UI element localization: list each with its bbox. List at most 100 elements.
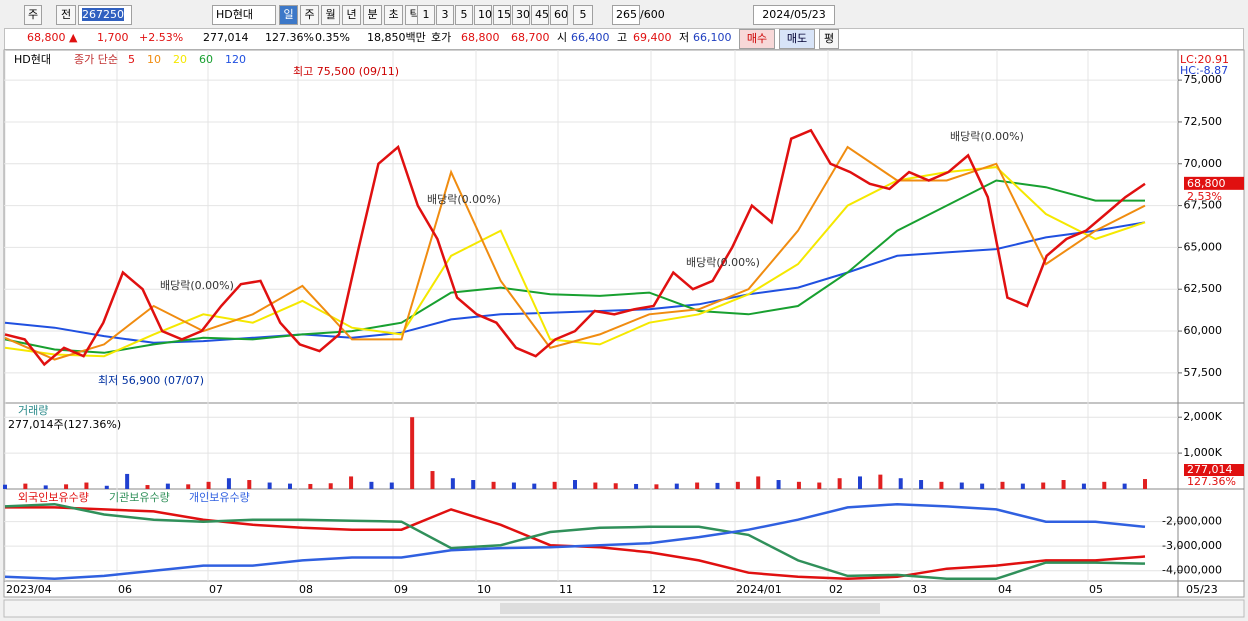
panel-info: 277,014주(127.36%) bbox=[8, 418, 121, 431]
legend: 종가 단순 bbox=[74, 53, 118, 66]
low: 66,100 bbox=[693, 31, 732, 44]
volume-bar bbox=[715, 482, 720, 489]
volume-bar bbox=[328, 483, 333, 489]
x-current: 05/23 bbox=[1186, 583, 1218, 596]
volume-bar bbox=[1081, 483, 1086, 489]
volume-bar bbox=[1000, 481, 1005, 489]
volume-bar bbox=[532, 483, 537, 489]
high-label: 고 bbox=[617, 31, 628, 44]
buy-button[interactable]: 매수 bbox=[739, 29, 775, 49]
volume-bar bbox=[43, 485, 48, 489]
legend-entry: 60 bbox=[199, 53, 213, 66]
interval-button[interactable]: 년 bbox=[342, 5, 361, 25]
open: 66,400 bbox=[571, 31, 610, 44]
period[interactable]: 주 bbox=[24, 5, 42, 25]
volume-bar bbox=[125, 473, 130, 489]
volume-bar bbox=[735, 481, 740, 489]
volume-bar bbox=[980, 483, 985, 489]
y-tick-label: 1,000K bbox=[1183, 446, 1222, 459]
x-tick-label: 05 bbox=[1089, 583, 1103, 596]
volume-bar bbox=[206, 481, 211, 489]
volume-bar bbox=[308, 483, 313, 489]
series-line bbox=[4, 221, 1146, 344]
volume-tag-rate: 127.36% bbox=[1187, 475, 1236, 488]
interval-button[interactable]: 월 bbox=[321, 5, 340, 25]
series-line bbox=[5, 506, 1146, 581]
shown[interactable]: 265 bbox=[612, 5, 640, 25]
interval-button[interactable]: 5 bbox=[455, 5, 473, 25]
interval-button[interactable]: 45 bbox=[531, 5, 549, 25]
y-tick-label: 65,000 bbox=[1184, 240, 1223, 253]
vol-rate: 127.36% bbox=[265, 31, 314, 44]
annotation: 배당락(0.00%) bbox=[160, 279, 234, 292]
interval-button[interactable]: 1 bbox=[417, 5, 435, 25]
series-line bbox=[4, 502, 1146, 581]
avg-button[interactable]: 평 bbox=[819, 29, 839, 49]
volume-bar bbox=[226, 478, 231, 489]
volume-bar bbox=[288, 483, 292, 489]
panel-title: 거래량 bbox=[18, 404, 48, 417]
quote: 호가 bbox=[431, 31, 452, 44]
volume-bar bbox=[756, 476, 761, 489]
interval-button[interactable]: 15 bbox=[493, 5, 511, 25]
ask: 68,800 bbox=[461, 31, 500, 44]
x-tick-label: 08 bbox=[299, 583, 313, 596]
interval-button[interactable]: 10 bbox=[474, 5, 492, 25]
volume-bar bbox=[369, 481, 374, 489]
code[interactable]: 267250 bbox=[82, 8, 124, 21]
x-tick-label: 02 bbox=[829, 583, 843, 596]
x-tick-label: 2024/01 bbox=[736, 583, 782, 596]
total: /600 bbox=[640, 8, 665, 21]
sell-button[interactable]: 매도 bbox=[779, 29, 815, 49]
interval-button[interactable]: 3 bbox=[436, 5, 454, 25]
interval-button[interactable]: 일 bbox=[279, 5, 298, 25]
volume-bar bbox=[858, 476, 862, 489]
interval-button[interactable]: 주 bbox=[300, 5, 319, 25]
annotation: 배당락(0.00%) bbox=[950, 130, 1024, 143]
interval-button[interactable]: 분 bbox=[363, 5, 382, 25]
volume-bar bbox=[145, 485, 150, 489]
count[interactable]: 5 bbox=[573, 5, 593, 25]
high: 69,400 bbox=[633, 31, 672, 44]
scroll-thumb[interactable] bbox=[500, 603, 880, 614]
volume-bar bbox=[23, 483, 28, 489]
volume-bar bbox=[491, 481, 496, 489]
volume-bar bbox=[1122, 483, 1127, 489]
y-tick-label: 70,000 bbox=[1184, 157, 1223, 170]
legend-entry: 개인보유수량 bbox=[189, 491, 250, 504]
volume-bar bbox=[186, 484, 191, 489]
volume-bar bbox=[389, 482, 394, 489]
x-tick-label: 10 bbox=[477, 583, 491, 596]
annotation: 배당락(0.00%) bbox=[686, 256, 760, 269]
prev[interactable]: 전 bbox=[56, 5, 76, 25]
volume-bar bbox=[837, 478, 842, 489]
series-line bbox=[4, 502, 1146, 581]
y-tick-label: 75,000 bbox=[1184, 73, 1223, 86]
interval-button[interactable]: 60 bbox=[550, 5, 568, 25]
price-tag-text: 68,800 bbox=[1187, 177, 1226, 190]
y-tick-label: 62,500 bbox=[1184, 282, 1223, 295]
volume-bar bbox=[1041, 482, 1046, 489]
stock-name[interactable]: HD현대 bbox=[212, 5, 276, 25]
y-tick-label: 72,500 bbox=[1184, 115, 1223, 128]
volume-tag bbox=[1184, 464, 1244, 476]
y-tick-label: -3,000,000 bbox=[1162, 539, 1222, 552]
chart-bg bbox=[3, 49, 1245, 598]
interval-button[interactable]: 30 bbox=[512, 5, 530, 25]
volume-bar bbox=[552, 481, 557, 489]
volume-bar bbox=[695, 482, 700, 489]
scrollbar[interactable] bbox=[3, 599, 1245, 618]
volume-bar bbox=[471, 480, 476, 489]
annotation: 최저 56,900 (07/07) bbox=[98, 374, 204, 387]
volume-bar bbox=[654, 484, 659, 489]
interval-button[interactable]: 초 bbox=[384, 5, 403, 25]
amount: 18,850백만 bbox=[367, 31, 426, 44]
volume-bar bbox=[919, 480, 924, 489]
annotation: 배당락(0.00%) bbox=[427, 193, 501, 206]
price-tag bbox=[1184, 176, 1244, 190]
infobar: 68,800 ▲ 1,700 +2.53% 277,014 127.36% 0.… bbox=[4, 28, 1244, 50]
volume-bar bbox=[796, 481, 801, 489]
change: 1,700 bbox=[97, 31, 129, 44]
date[interactable]: 2024/05/23 bbox=[753, 5, 835, 25]
